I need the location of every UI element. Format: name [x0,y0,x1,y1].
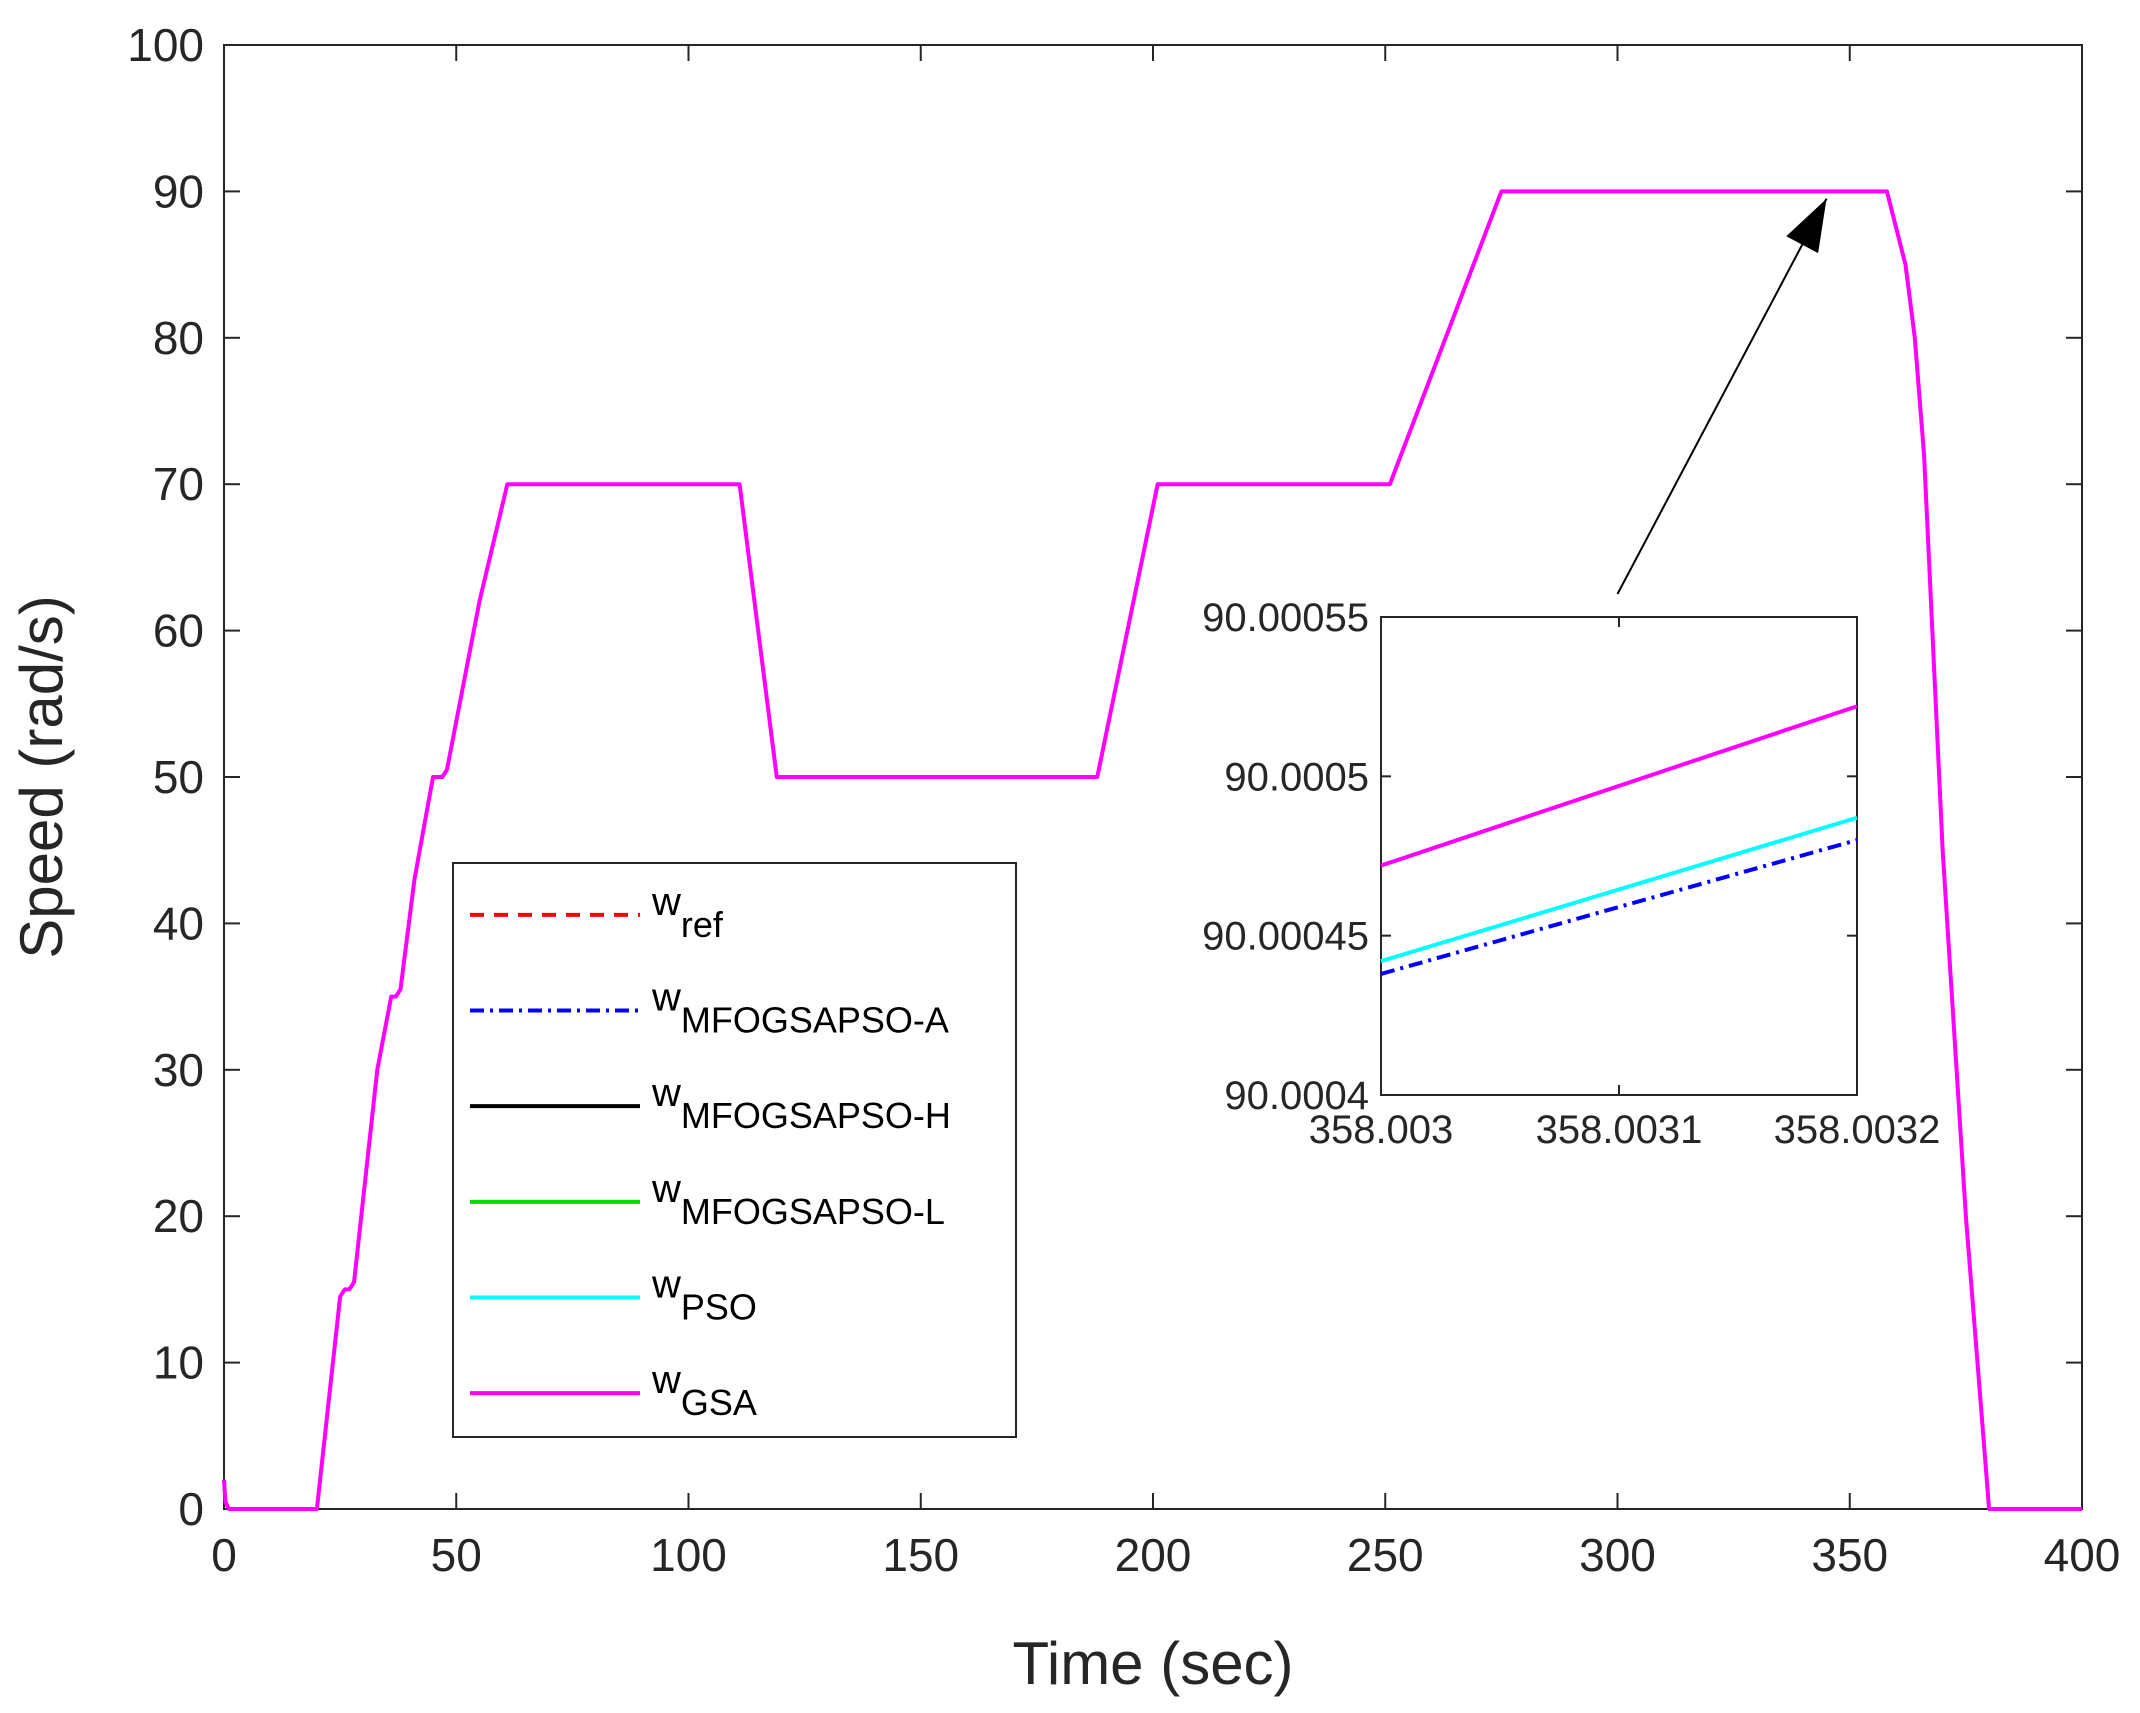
y-tick-label: 0 [178,1483,204,1535]
x-tick-label: 0 [211,1529,237,1581]
legend-label-symbol: w [651,1263,681,1307]
y-axis-title: Speed (rad/s) [8,595,75,959]
inset-y-tick-label: 90.0005 [1224,755,1369,799]
legend-label-subscript: MFOGSAPSO-A [681,1000,949,1041]
legend-label-subscript: MFOGSAPSO-H [681,1095,951,1136]
inset-frame [1380,616,1858,1096]
legend-label-subscript: PSO [681,1287,757,1328]
inset-axes: 358.003 358.0031 358.0032 90.0004 90.00045 90… [1202,596,1940,1152]
x-tick-label: 100 [650,1529,727,1581]
y-tick-label: 70 [153,458,204,510]
x-tick-label: 350 [1811,1529,1888,1581]
legend-label-mfogsapso-h: wMFOGSAPSO-H [651,1071,951,1136]
legend-label-pso: wPSO [651,1263,757,1328]
inset-y-tick-label: 90.00055 [1202,596,1369,640]
legend-label-symbol: w [651,880,681,924]
legend-label-mfogsapso-a: wMFOGSAPSO-A [651,976,949,1041]
y-tick-label: 60 [153,605,204,657]
y-tick-label: 100 [127,19,204,71]
y-tick-label: 10 [153,1337,204,1389]
y-tick-label: 40 [153,897,204,949]
legend-label-symbol: w [651,1071,681,1115]
x-tick-label: 200 [1115,1529,1192,1581]
inset-series-line-pso [1380,815,1858,964]
inset-series-line-mfogsapso-a [1380,838,1858,976]
y-tick-label: 80 [153,312,204,364]
x-tick-label: 400 [2044,1529,2121,1581]
inset-x-tick-label: 358.003 [1309,1108,1454,1152]
legend-label-subscript: GSA [681,1382,757,1423]
x-tick-label: 250 [1347,1529,1424,1581]
y-tick-label: 90 [153,165,204,217]
y-tick-label: 30 [153,1044,204,1096]
legend-label-ref: wref [651,880,724,945]
y-tick-label: 20 [153,1190,204,1242]
legend-label-mfogsapso-l: wMFOGSAPSO-L [651,1167,945,1232]
legend-label-symbol: w [651,1167,681,1211]
legend-label-symbol: w [651,1358,681,1402]
annotation-arrow-line [1616,198,1828,595]
annotation-arrow-head [1786,198,1827,254]
x-tick-label: 150 [882,1529,959,1581]
legend-label-gsa: wGSA [651,1358,757,1423]
inset-x-tick-label: 358.0032 [1774,1108,1941,1152]
x-axis-title: Time (sec) [1012,1630,1293,1697]
inset-y-tick-label: 90.00045 [1202,915,1369,959]
legend: wrefwMFOGSAPSO-AwMFOGSAPSO-HwMFOGSAPSO-L… [452,862,1017,1438]
x-tick-label: 300 [1579,1529,1656,1581]
legend-label-subscript: MFOGSAPSO-L [681,1191,945,1232]
y-tick-label: 50 [153,751,204,803]
inset-y-tick-label: 90.0004 [1224,1074,1369,1118]
inset-x-tick-label: 358.0031 [1536,1108,1703,1152]
inset-series-line-gsa [1380,704,1858,868]
x-tick-label: 50 [431,1529,482,1581]
legend-box [452,862,1017,1438]
legend-label-symbol: w [651,976,681,1020]
legend-label-subscript: ref [681,904,724,945]
series-line-gsa [222,189,2082,1511]
